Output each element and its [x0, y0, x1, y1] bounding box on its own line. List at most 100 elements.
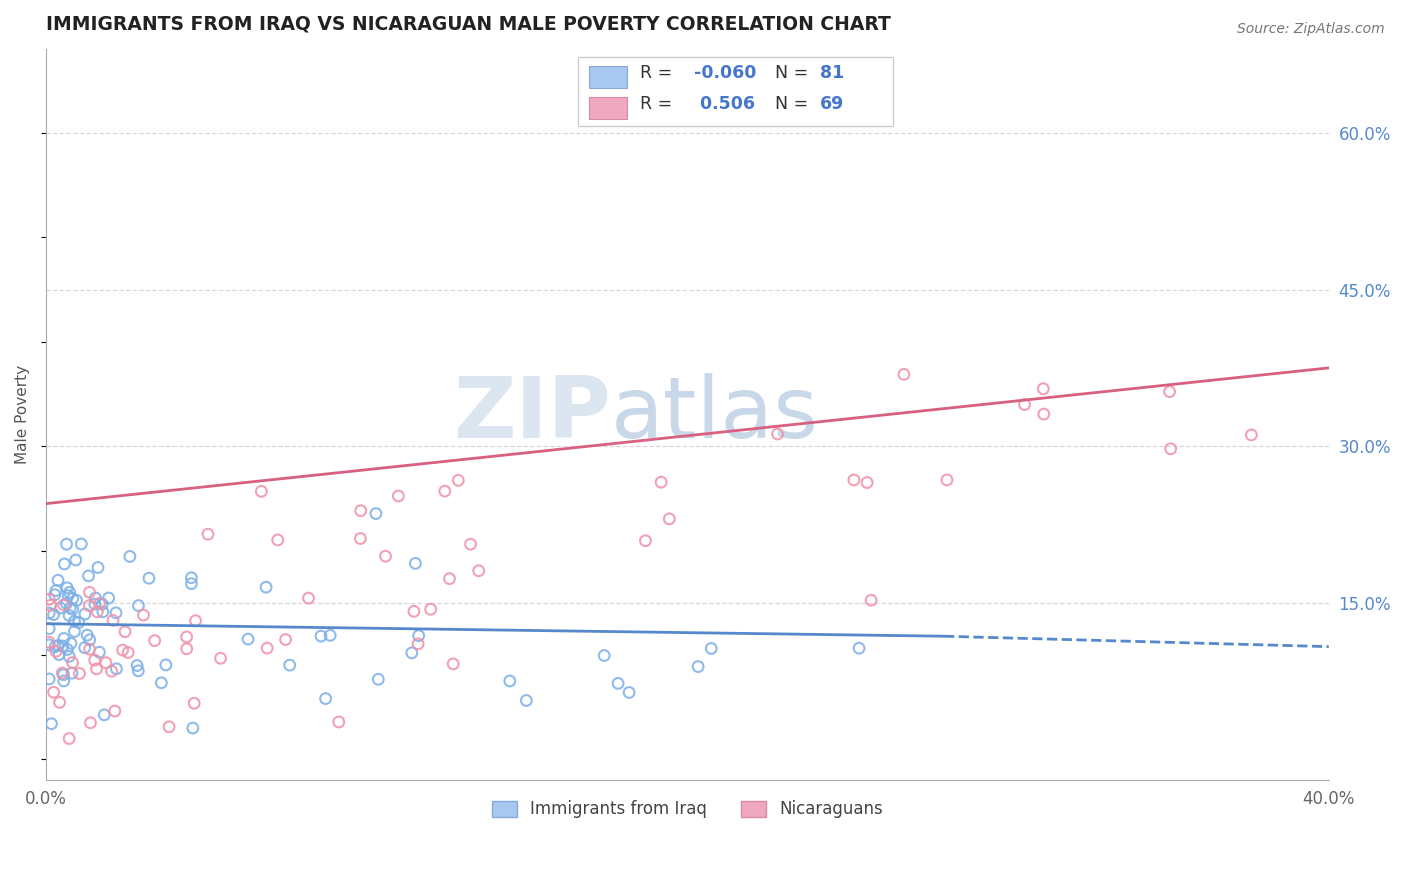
Text: 81: 81 — [820, 64, 844, 82]
Point — [328, 714, 350, 729]
Point — [91, 597, 114, 611]
Point — [39, 599, 62, 613]
Text: ZIP: ZIP — [453, 374, 610, 457]
Point — [433, 484, 456, 499]
Point — [118, 549, 141, 564]
Point — [138, 571, 160, 585]
Text: IMMIGRANTS FROM IRAQ VS NICARAGUAN MALE POVERTY CORRELATION CHART: IMMIGRANTS FROM IRAQ VS NICARAGUAN MALE … — [46, 15, 891, 34]
Point — [55, 597, 77, 611]
Point — [364, 507, 387, 521]
Point — [55, 537, 77, 551]
Point — [58, 649, 80, 664]
Text: 0.506: 0.506 — [693, 95, 755, 112]
Point — [349, 532, 371, 546]
Point — [51, 666, 73, 681]
Point — [634, 533, 657, 548]
Point — [58, 731, 80, 746]
Point — [157, 720, 180, 734]
Point — [83, 653, 105, 667]
Point — [91, 605, 114, 619]
Text: 69: 69 — [820, 95, 844, 112]
Point — [76, 628, 98, 642]
Point — [63, 615, 86, 629]
Point — [79, 599, 101, 613]
Point — [41, 716, 63, 731]
Point — [155, 657, 177, 672]
Point — [56, 589, 79, 603]
Point — [617, 685, 640, 699]
Point — [197, 527, 219, 541]
Point — [59, 636, 82, 650]
Point — [439, 572, 461, 586]
Point — [79, 632, 101, 647]
Point — [105, 606, 128, 620]
Point — [117, 646, 139, 660]
Point — [104, 704, 127, 718]
Point — [97, 591, 120, 605]
Point — [48, 648, 70, 662]
Point — [52, 598, 75, 612]
Point — [367, 673, 389, 687]
Point — [150, 675, 173, 690]
Point — [62, 591, 84, 606]
Point — [77, 569, 100, 583]
Point — [408, 629, 430, 643]
Point — [45, 583, 67, 598]
Point — [101, 614, 124, 628]
Point — [38, 635, 60, 649]
Point — [38, 622, 60, 636]
Point — [38, 606, 60, 620]
Point — [319, 628, 342, 642]
Point — [86, 605, 108, 619]
Point — [401, 646, 423, 660]
Point — [700, 641, 723, 656]
Point — [56, 581, 79, 595]
Text: Source: ZipAtlas.com: Source: ZipAtlas.com — [1237, 22, 1385, 37]
Point — [73, 640, 96, 655]
Point — [1159, 384, 1181, 399]
Point — [1014, 398, 1036, 412]
Point — [688, 659, 710, 673]
Point — [105, 662, 128, 676]
Point — [83, 597, 105, 611]
Point — [49, 601, 72, 615]
Point — [100, 664, 122, 678]
Point — [62, 602, 84, 616]
Point — [278, 658, 301, 673]
Point — [441, 657, 464, 671]
Point — [143, 633, 166, 648]
Point — [45, 644, 67, 658]
Point — [936, 473, 959, 487]
Point — [42, 685, 65, 699]
Point — [1240, 428, 1263, 442]
Point — [67, 615, 90, 630]
Point — [65, 553, 87, 567]
Point — [56, 642, 79, 657]
Point — [404, 557, 426, 571]
Point — [176, 641, 198, 656]
Point — [274, 632, 297, 647]
Point — [766, 427, 789, 442]
Point — [256, 641, 278, 656]
Point — [111, 643, 134, 657]
Point — [297, 591, 319, 606]
FancyBboxPatch shape — [589, 97, 627, 119]
Point — [236, 632, 259, 647]
Point — [127, 664, 149, 678]
Text: R =: R = — [640, 95, 678, 112]
Point — [70, 537, 93, 551]
Point — [44, 588, 66, 602]
Point — [350, 504, 373, 518]
Point — [184, 614, 207, 628]
Point — [114, 624, 136, 639]
Point — [93, 707, 115, 722]
Point — [53, 557, 76, 571]
Point — [44, 640, 66, 654]
Point — [180, 571, 202, 585]
Point — [406, 637, 429, 651]
Point — [42, 607, 65, 622]
Point — [658, 512, 681, 526]
Point — [419, 602, 441, 616]
Point — [127, 658, 149, 673]
Point — [447, 473, 470, 487]
